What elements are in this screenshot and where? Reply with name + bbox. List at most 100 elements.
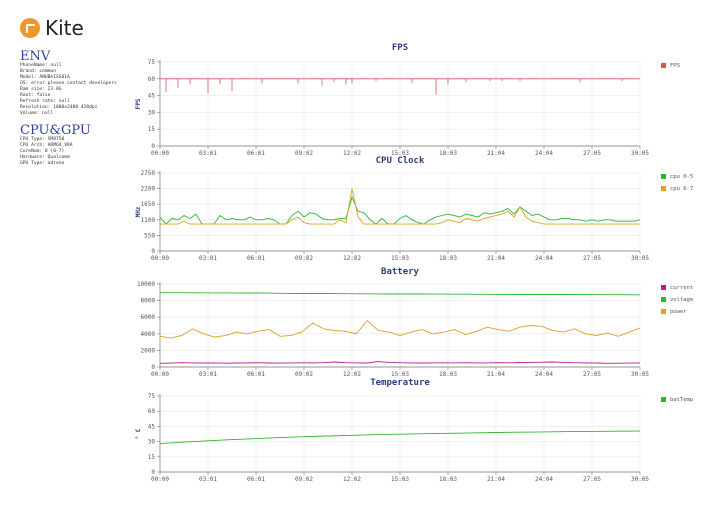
env-info-line: Ram size: 23.8G: [20, 87, 62, 92]
y-tick-label: 0: [151, 364, 155, 371]
x-tick-label: 24:04: [535, 255, 553, 262]
x-tick-label: 18:03: [439, 255, 457, 262]
x-tick-label: 30:05: [631, 371, 649, 378]
legend-label-voltage[interactable]: voltage: [670, 297, 693, 303]
series-line-cpu-6-7: [160, 188, 640, 225]
x-tick-label: 30:05: [631, 255, 649, 262]
env-info-line: Resolution: 1080x2400 420dpi: [20, 105, 98, 110]
x-tick-label: 12:02: [343, 371, 361, 378]
x-tick-label: 06:01: [247, 371, 265, 378]
y-tick-label: 1650: [141, 201, 156, 208]
series-line-power: [159, 319, 641, 339]
env-info-line: Model: ANUBAISS01A: [20, 75, 70, 80]
x-tick-label: 03:01: [199, 371, 217, 378]
x-tick-label: 27:05: [583, 476, 601, 483]
legend-swatch-battemp[interactable]: [661, 397, 666, 402]
x-tick-label: 06:01: [247, 150, 265, 157]
x-tick-label: 12:02: [343, 150, 361, 157]
legend-label-cpu-6-7[interactable]: cpu 6-7: [670, 186, 693, 192]
legend-label-fps[interactable]: FPS: [670, 63, 680, 69]
legend-swatch-voltage[interactable]: [661, 297, 666, 302]
x-tick-label: 21:04: [487, 476, 505, 483]
chart-battery: Battery 0 2000 4000 6000 8000 10000 00:00 03:01 0…: [137, 267, 693, 378]
y-tick-label: 45: [148, 93, 156, 100]
x-tick-label: 09:02: [295, 476, 313, 483]
env-info-line: Brand: common: [20, 69, 56, 74]
y-axis-label: FPS: [135, 98, 142, 109]
legend-swatch-cpu-6-7[interactable]: [661, 186, 666, 191]
chart-title: FPS: [392, 43, 408, 53]
y-tick-label: 75: [148, 393, 156, 400]
x-tick-label: 03:01: [199, 476, 217, 483]
chart-title: Temperature: [370, 378, 430, 388]
env-info-line: Refresh rate: null: [20, 99, 70, 104]
x-tick-label: 15:03: [391, 255, 409, 262]
y-tick-label: 2000: [141, 347, 156, 354]
y-tick-label: 0: [151, 469, 155, 476]
env-info-line: OS: error please contact developers: [20, 81, 117, 86]
chart-title: CPU Clock: [376, 156, 425, 166]
x-tick-label: 27:05: [583, 255, 601, 262]
cpugpu-info-line: Hardware: Qualcomm: [20, 155, 70, 160]
y-tick-label: 75: [148, 59, 156, 66]
cpugpu-info-line: GPU Type: adreno: [20, 161, 65, 166]
env-title: ENV: [20, 49, 51, 64]
legend-swatch-fps[interactable]: [661, 63, 666, 68]
series-line-cpu-0-5: [159, 195, 641, 225]
y-tick-label: 45: [148, 423, 156, 430]
chart-cpu-clock: CPU Clock 0 550 1100 1650 2200 2750 00:00 03:01 0…: [135, 156, 693, 262]
chart-title: Battery: [381, 267, 420, 277]
series-line-battemp: [159, 430, 641, 445]
legend-label-battemp[interactable]: batTemp: [670, 397, 693, 403]
x-tick-label: 27:05: [583, 371, 601, 378]
x-tick-label: 21:04: [487, 371, 505, 378]
x-tick-label: 00:00: [151, 476, 169, 483]
x-tick-label: 18:03: [439, 476, 457, 483]
y-tick-label: 60: [148, 408, 156, 415]
y-tick-label: 4000: [141, 331, 156, 338]
y-tick-label: 6000: [141, 314, 156, 321]
cpu-gpu-title: CPU&GPU: [20, 123, 91, 138]
cpugpu-info-line: CPU Type: SM8750: [20, 137, 65, 142]
app-logo: Kite: [20, 16, 84, 40]
x-tick-label: 00:00: [151, 255, 169, 262]
y-tick-label: 15: [148, 126, 156, 133]
legend-swatch-current[interactable]: [661, 285, 666, 290]
kite-logo-icon: [20, 18, 40, 38]
cpugpu-info-line: CPU Arch: ARM64_V8A: [20, 143, 73, 148]
x-tick-label: 24:04: [535, 476, 553, 483]
legend-swatch-cpu-0-5[interactable]: [661, 174, 666, 179]
x-tick-label: 30:05: [631, 476, 649, 483]
y-tick-label: 2750: [141, 170, 156, 177]
x-tick-label: 03:01: [199, 255, 217, 262]
x-tick-label: 27:05: [583, 150, 601, 157]
legend-label-current[interactable]: current: [670, 285, 693, 291]
legend-label-cpu-0-5[interactable]: cpu 0-5: [670, 174, 693, 180]
y-tick-label: 15: [148, 454, 156, 461]
y-tick-label: 8000: [141, 298, 156, 305]
x-tick-label: 24:04: [535, 371, 553, 378]
chart-temperature: Temperature 0 15 30 45 60 75 00:00 03:01 06:01 09:…: [135, 378, 693, 483]
y-tick-label: 30: [148, 109, 156, 116]
series-line-current: [159, 361, 641, 364]
y-tick-label: 0: [151, 248, 155, 255]
x-tick-label: 06:01: [247, 476, 265, 483]
x-tick-label: 00:00: [151, 150, 169, 157]
legend-swatch-power[interactable]: [661, 309, 666, 314]
cpu-gpu-panel: CPU&GPU CPU Type: SM8750 CPU Arch: ARM64_…: [20, 124, 150, 167]
env-info-line: Volume: null: [20, 111, 54, 116]
y-tick-label: 10000: [137, 281, 155, 288]
y-tick-label: 1100: [141, 217, 156, 224]
x-tick-label: 15:03: [391, 476, 409, 483]
cpugpu-info-line: CoreNum: 8 (0-7): [20, 149, 65, 154]
legend-label-power[interactable]: power: [670, 309, 687, 315]
x-tick-label: 24:04: [535, 150, 553, 157]
x-tick-label: 12:02: [343, 255, 361, 262]
x-tick-label: 21:04: [487, 150, 505, 157]
x-tick-label: 21:04: [487, 255, 505, 262]
app-name: Kite: [45, 16, 84, 40]
x-tick-label: 15:03: [391, 371, 409, 378]
env-panel: ENV PhoneName: null Brand: common Model: A…: [20, 50, 150, 117]
y-tick-label: 2200: [141, 186, 156, 193]
y-tick-label: 550: [144, 232, 155, 239]
